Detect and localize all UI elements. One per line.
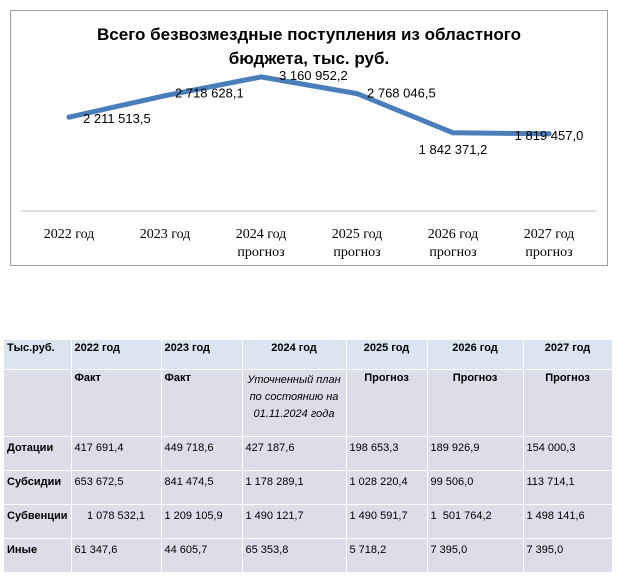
- table-cell: 7 395,0: [523, 538, 613, 573]
- row-label: Субсидии: [4, 470, 72, 505]
- data-point: [546, 131, 552, 137]
- data-label: 1 819 457,0: [515, 128, 584, 143]
- table-cell: 1 078 532,1: [71, 504, 162, 539]
- table-cell: 417 691,4: [71, 436, 162, 471]
- year-header: 2026 год: [427, 340, 524, 370]
- empty-cell: [4, 369, 72, 437]
- chart-title: Всего безвозмездные поступления из облас…: [11, 23, 607, 71]
- subheader-cell: Прогноз: [523, 369, 613, 437]
- series-line: [66, 74, 552, 137]
- table-cell: 61 347,6: [71, 538, 162, 573]
- x-tick-label: 2026 год: [428, 227, 479, 242]
- table-cell: 1 209 105,9: [161, 504, 243, 539]
- table-cell: 5 718,2: [346, 538, 428, 573]
- x-tick-label: прогноз: [525, 245, 573, 260]
- year-header: 2027 год: [523, 340, 613, 370]
- table-cell: 449 718,6: [161, 436, 243, 471]
- table-cell: 189 926,9: [427, 436, 524, 471]
- x-tick-label: прогноз: [237, 245, 285, 260]
- table-cell: 653 672,5: [71, 470, 162, 505]
- data-point: [450, 130, 456, 136]
- subheader-cell: Факт: [161, 369, 243, 437]
- row-label: Дотации: [4, 436, 72, 471]
- table-row: Субвенции 1 078 532,1 1 209 105,9 1 490 …: [4, 504, 613, 539]
- table-cell: 841 474,5: [161, 470, 243, 505]
- x-tick-label: 2027 год: [524, 227, 575, 242]
- table-row: Субсидии 653 672,5 841 474,5 1 178 289,1…: [4, 470, 613, 505]
- table-cell: 65 353,8: [242, 538, 347, 573]
- x-tick-label: 2024 год: [236, 227, 287, 242]
- table-cell: 1 498 141,6: [523, 504, 613, 539]
- table-row: Иные 61 347,6 44 605,7 65 353,8 5 718,2 …: [4, 538, 613, 573]
- table-row: Дотации 417 691,4 449 718,6 427 187,6 19…: [4, 436, 613, 471]
- data-label: 1 842 371,2: [419, 142, 488, 157]
- table-cell: 427 187,6: [242, 436, 347, 471]
- data-label: 2 718 628,1: [175, 86, 244, 101]
- chart-title-line-1: Всего безвозмездные поступления из облас…: [97, 25, 521, 44]
- year-header: 2025 год: [346, 340, 428, 370]
- chart-title-line-2: бюджета, тыс. руб.: [228, 49, 390, 68]
- table-cell: 7 395,0: [427, 538, 524, 573]
- year-header: 2022 год: [71, 340, 162, 370]
- data-label: 2 768 046,5: [367, 86, 436, 101]
- table-cell: 44 605,7: [161, 538, 243, 573]
- table-cell: 1 178 289,1: [242, 470, 347, 505]
- data-point: [354, 91, 360, 97]
- subheader-cell: Уточненный план по состоянию на 01.11.20…: [242, 369, 347, 437]
- table-corner: Тыс.руб.: [4, 340, 72, 370]
- chart-frame: Всего безвозмездные поступления из облас…: [10, 10, 608, 266]
- row-label: Иные: [4, 538, 72, 573]
- x-tick-label: прогноз: [333, 245, 381, 260]
- year-header: 2023 год: [161, 340, 243, 370]
- table-cell: 154 000,3: [523, 436, 613, 471]
- line-chart: 2 211 513,5 2 718 628,1 3 160 952,2 2 768 0…: [21, 68, 597, 260]
- subheader-cell: Прогноз: [346, 369, 428, 437]
- x-tick-label: прогноз: [429, 245, 477, 260]
- transfers-table: Тыс.руб. 2022 год 2023 год 2024 год 2025…: [4, 340, 613, 573]
- x-tick-label: 2022 год: [44, 227, 95, 242]
- data-point: [162, 93, 168, 99]
- x-tick-label: 2023 год: [140, 227, 191, 242]
- row-label: Субвенции: [4, 504, 72, 539]
- table-cell: 99 506,0: [427, 470, 524, 505]
- data-label: 2 211 513,5: [83, 111, 151, 126]
- table-cell: 198 653,3: [346, 436, 428, 471]
- table-cell: 1 490 591,7: [346, 504, 428, 539]
- year-header: 2024 год: [242, 340, 347, 370]
- table-cell: 1 028 220,4: [346, 470, 428, 505]
- subheader-cell: Прогноз: [427, 369, 524, 437]
- data-point: [258, 74, 264, 80]
- data-label: 3 160 952,2: [279, 68, 348, 83]
- table-cell: 1 501 764,2: [427, 504, 524, 539]
- table-subheader-row: Факт Факт Уточненный план по состоянию н…: [4, 369, 613, 437]
- table-cell: 1 490 121,7: [242, 504, 347, 539]
- table-header-row: Тыс.руб. 2022 год 2023 год 2024 год 2025…: [4, 340, 613, 370]
- data-point: [66, 114, 72, 120]
- table-cell: 113 714,1: [523, 470, 613, 505]
- x-tick-label: 2025 год: [332, 227, 383, 242]
- subheader-cell: Факт: [71, 369, 162, 437]
